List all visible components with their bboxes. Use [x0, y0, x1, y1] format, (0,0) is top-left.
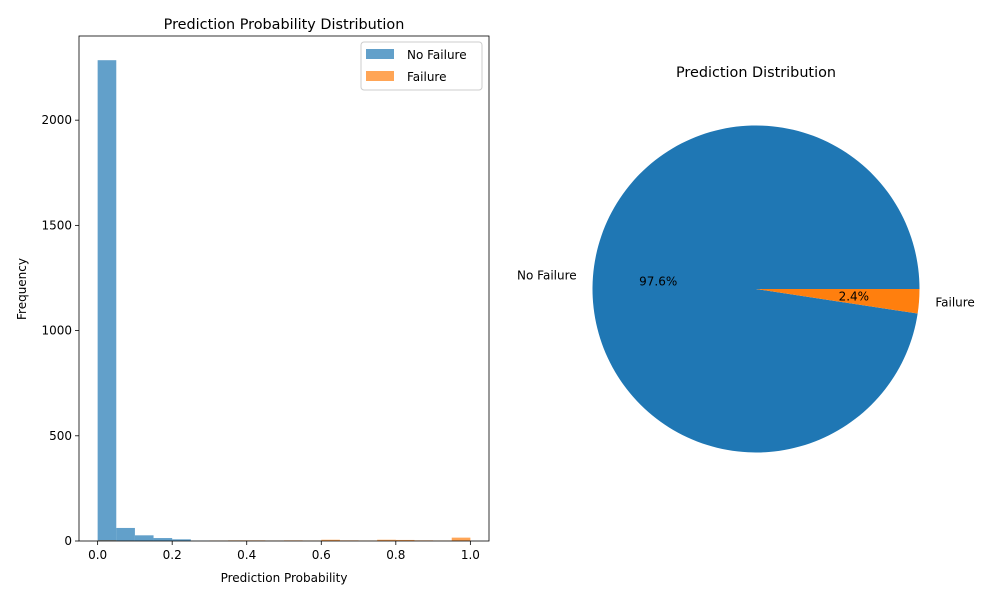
histogram-legend: No Failure Failure	[360, 41, 483, 91]
histogram-bar	[395, 539, 415, 541]
pie-slices	[592, 125, 920, 453]
pie-title: Prediction Distribution	[676, 65, 836, 81]
histogram-bar	[321, 539, 340, 541]
y-tick-label: 0	[64, 534, 72, 548]
pie-chart: Prediction Distribution No Failure 97.6% F…	[517, 65, 975, 453]
histogram-bar	[97, 60, 117, 541]
histogram-plot-frame	[78, 35, 490, 542]
legend-swatch-failure	[366, 71, 394, 81]
pie-slice-label: No Failure	[517, 268, 577, 282]
x-tick-label: 0.2	[163, 548, 182, 562]
pie-percent-label: 2.4%	[839, 289, 870, 303]
y-tick-label: 500	[49, 429, 72, 443]
histogram-y-ticks: 0 500 1000 1500 2000	[41, 113, 79, 548]
histogram-x-axis-label: Prediction Probability	[221, 571, 348, 585]
histogram-bar	[116, 527, 135, 541]
pie-slice	[592, 125, 920, 453]
pie-slice-label: Failure	[935, 296, 974, 310]
histogram-bar	[153, 538, 173, 541]
histogram-x-ticks: 0.0 0.2 0.4 0.6 0.8 1.0	[88, 541, 480, 562]
y-tick-label: 2000	[41, 113, 72, 127]
legend-label-failure: Failure	[407, 70, 446, 84]
pie-labels: No Failure 97.6% Failure 2.4%	[517, 268, 975, 309]
x-tick-label: 0.6	[312, 548, 331, 562]
histogram-bar	[451, 537, 471, 541]
histogram-chart: Prediction Probability Distribution 0.0 0…	[15, 17, 490, 585]
pie-slice	[756, 289, 920, 314]
x-tick-label: 0.8	[386, 548, 405, 562]
y-tick-label: 1000	[41, 324, 72, 338]
pie-percent-label: 97.6%	[639, 275, 677, 289]
x-tick-label: 0.0	[88, 548, 107, 562]
histogram-bars	[97, 60, 471, 541]
legend-swatch-no-failure	[366, 49, 394, 59]
histogram-bar	[134, 535, 154, 541]
histogram-bar	[377, 539, 396, 541]
legend-label-no-failure: No Failure	[407, 48, 467, 62]
x-tick-label: 1.0	[461, 548, 480, 562]
histogram-y-axis-label: Frequency	[15, 258, 29, 320]
x-tick-label: 0.4	[237, 548, 256, 562]
histogram-bar	[172, 539, 191, 541]
y-tick-label: 1500	[41, 218, 72, 232]
histogram-title: Prediction Probability Distribution	[164, 17, 405, 33]
